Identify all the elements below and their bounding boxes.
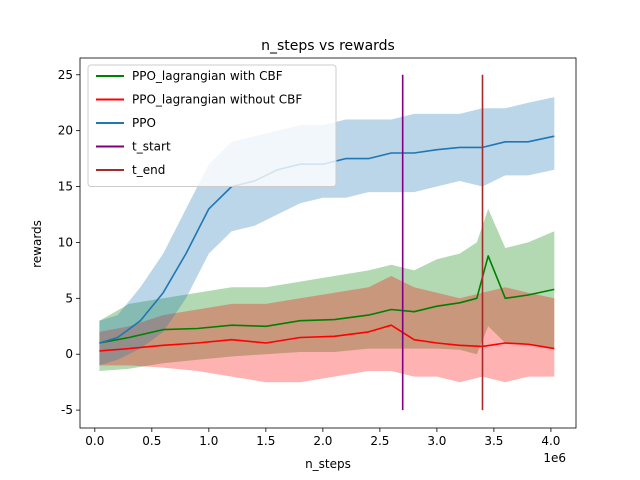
legend-box xyxy=(87,64,337,187)
x-axis: 0.0 0.5 1.0 1.5 2.0 2.5 3.0 3.5 4.0 xyxy=(85,428,560,448)
x-tick-label: 0.5 xyxy=(142,434,161,448)
legend-label: PPO_lagrangian without CBF xyxy=(132,93,302,107)
x-tick-label: 3.0 xyxy=(427,434,446,448)
legend-label: PPO_lagrangian with CBF xyxy=(132,69,283,83)
x-tick-label: 1.0 xyxy=(199,434,218,448)
y-axis: -5 0 5 10 15 20 25 xyxy=(58,68,80,417)
x-tick-label: 0.0 xyxy=(85,434,104,448)
x-tick-label: 1.5 xyxy=(256,434,275,448)
x-tick-label: 2.5 xyxy=(370,434,389,448)
series-line-ppo-lagrangian-without-cbf xyxy=(99,324,555,352)
legend-label: t_end xyxy=(132,163,165,177)
series-line-ppo-lagrangian-with-cbf xyxy=(99,255,555,344)
y-tick-label: 5 xyxy=(65,291,73,305)
y-tick-label: 0 xyxy=(65,347,73,361)
legend: PPO_lagrangian with CBF PPO_lagrangian wi… xyxy=(87,64,337,187)
y-tick-label: 25 xyxy=(58,68,73,82)
y-tick-label: 15 xyxy=(58,180,73,194)
x-axis-offset-label: 1e6 xyxy=(543,451,566,465)
legend-label: PPO xyxy=(132,116,156,130)
x-tick-label: 4.0 xyxy=(541,434,560,448)
x-tick-label: 2.0 xyxy=(313,434,332,448)
y-tick-label: 10 xyxy=(58,235,73,249)
y-tick-label: -5 xyxy=(61,403,73,417)
x-tick-label: 3.5 xyxy=(484,434,503,448)
y-tick-label: 20 xyxy=(58,124,73,138)
x-axis-label: n_steps xyxy=(305,457,351,471)
band-ppo-lagrangian-with-cbf xyxy=(99,208,555,371)
legend-label: t_start xyxy=(132,140,171,154)
axes-frame xyxy=(79,57,577,429)
y-axis-label: rewards xyxy=(30,220,44,268)
band-ppo-lagrangian-without-cbf xyxy=(99,276,555,383)
chart-title: n_steps vs rewards xyxy=(261,38,395,54)
